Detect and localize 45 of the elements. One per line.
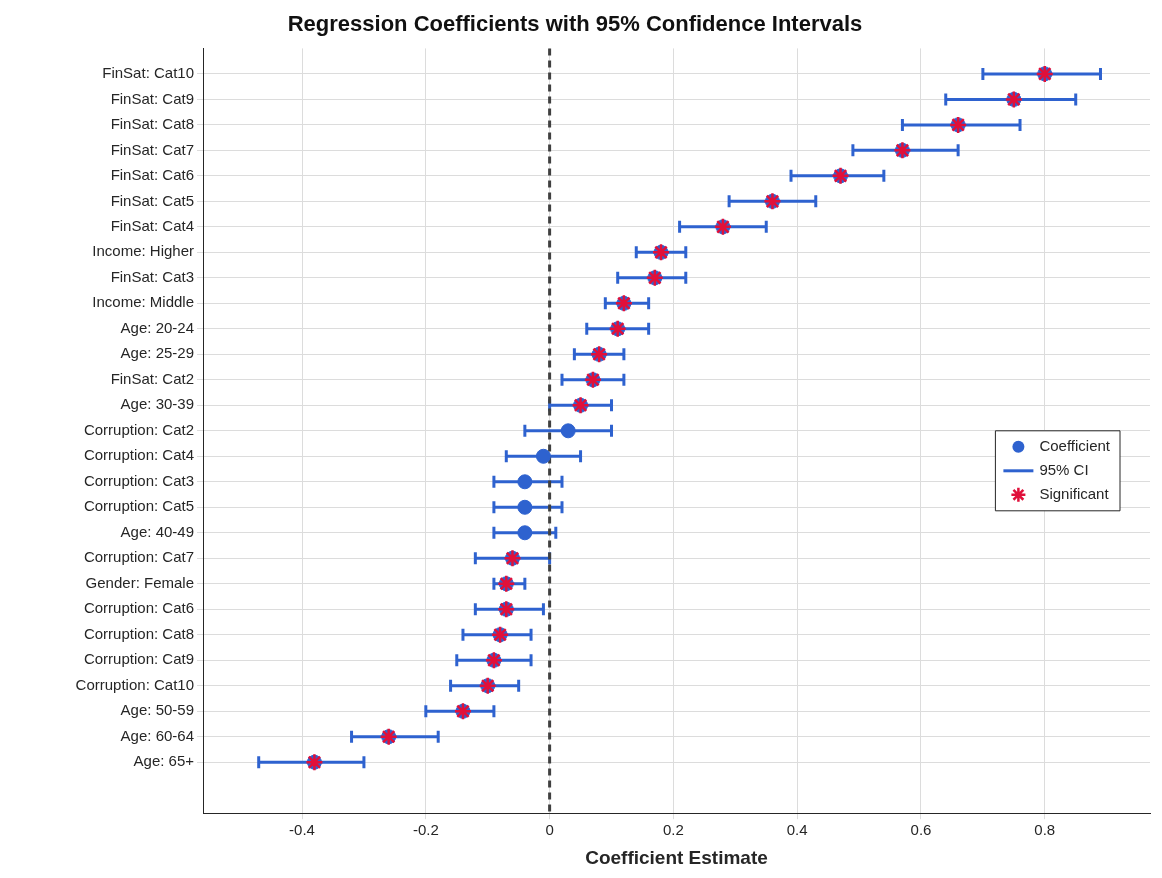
y-tick-label: FinSat: Cat7 — [110, 140, 194, 158]
y-tick-label: Income: Middle — [92, 293, 194, 311]
y-tick-label: Corruption: Cat3 — [83, 471, 194, 489]
point — [517, 499, 533, 515]
y-tick-label: Corruption: Cat8 — [83, 624, 194, 642]
point — [560, 423, 576, 439]
x-tick-label: 0.8 — [1034, 821, 1056, 839]
y-tick-label: Corruption: Cat2 — [83, 420, 194, 438]
y-tick-label: Gender: Female — [85, 573, 194, 591]
legend-label: Coefficient — [1039, 436, 1111, 454]
annotation: 95% CI — [1039, 460, 1089, 478]
y-tick-label: Age: 25-29 — [120, 344, 194, 362]
y-tick-label: FinSat: Cat2 — [110, 369, 194, 387]
y-tick-label: FinSat: Cat9 — [110, 89, 194, 107]
y-tick-label: FinSat: Cat3 — [110, 267, 194, 285]
x-tick-label: 0.4 — [786, 821, 808, 839]
y-tick-label: Corruption: Cat4 — [83, 446, 194, 464]
x-tick-label: 0 — [545, 821, 554, 839]
x-axis-title: Coefficient Estimate — [585, 846, 768, 868]
y-tick-label: FinSat: Cat4 — [110, 216, 194, 234]
point — [517, 525, 533, 541]
y-tick-label: Age: 60-64 — [120, 726, 194, 744]
y-tick-label: Corruption: Cat5 — [83, 497, 194, 515]
y-tick-label: FinSat: Cat8 — [110, 115, 194, 133]
x-tick-label: -0.4 — [289, 821, 315, 839]
y-tick-label: Corruption: Cat6 — [83, 599, 194, 617]
y-tick-label: FinSat: Cat6 — [110, 166, 194, 184]
y-tick-label: Age: 65+ — [133, 752, 195, 770]
y-tick-label: Age: 20-24 — [120, 318, 194, 336]
chart-title: Regression Coefficients with 95% Confidence Intervals — [287, 11, 863, 37]
y-tick-label: Income: Higher — [92, 242, 194, 260]
legend-label: Significant — [1039, 484, 1110, 502]
point — [535, 448, 551, 464]
y-tick-label: Corruption: Cat7 — [83, 548, 194, 566]
y-tick-label: Age: 30-39 — [120, 395, 194, 413]
x-tick-label: -0.2 — [412, 821, 439, 839]
y-tick-label: FinSat: Cat5 — [110, 191, 194, 209]
x-tick-label: 0.6 — [910, 821, 932, 839]
y-tick-label: Corruption: Cat9 — [83, 650, 194, 668]
y-tick-label: Corruption: Cat10 — [75, 675, 194, 693]
y-tick-label: Age: 50-59 — [120, 701, 194, 719]
x-tick-label: 0.2 — [662, 821, 684, 839]
y-tick-label: FinSat: Cat10 — [102, 64, 194, 82]
y-tick-label: Age: 40-49 — [120, 522, 194, 540]
point — [517, 474, 533, 490]
